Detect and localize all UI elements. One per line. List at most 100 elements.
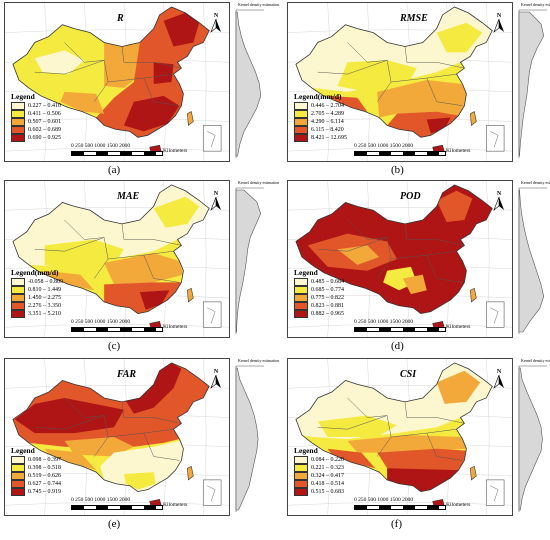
legend-swatch [294, 110, 308, 118]
taiwan-island [187, 111, 194, 127]
legend: Legend 0.485 – 0.684 0.685 – 0.774 0.775 – … [294, 269, 344, 318]
legend-label: 0.418 – 0.514 [311, 481, 344, 487]
legend-item: 0.745 – 0.919 [11, 488, 61, 496]
north-arrow-icon [493, 196, 504, 211]
panel-title: MAE [117, 191, 140, 202]
kde-plot: Kernel density estimation [515, 358, 550, 516]
china-outline [295, 362, 493, 493]
north-label: N [213, 191, 219, 197]
legend-swatch [11, 302, 25, 310]
legend-label: 0.690 – 0.925 [28, 135, 61, 141]
kde-density-area [235, 367, 259, 511]
legend-title: Legend [294, 446, 318, 455]
legend-swatch [11, 464, 25, 472]
south-china-sea-inset [202, 301, 222, 328]
legend-swatch [11, 102, 25, 110]
map-frame: FAR N Legend 0.098 – 0.397 0.398 – 0.518 0.51… [4, 358, 230, 516]
legend-item: -0.058 – 0.809 [11, 278, 63, 286]
legend-item: 0.411 – 0.506 [11, 110, 61, 118]
map-panel-d: POD N Legend 0.485 – 0.684 0.685 – 0.774 0.77… [287, 180, 550, 338]
north-arrow: N [209, 191, 223, 213]
kde-plot: Kernel density estimation [232, 180, 279, 338]
legend-swatch [11, 310, 25, 318]
kde-density-area [235, 11, 262, 157]
legend-item: 0.810 – 1.449 [11, 286, 63, 294]
legend: Legend 0.227 – 0.410 0.411 – 0.506 0.507 – … [11, 93, 61, 142]
legend-swatch [11, 472, 25, 480]
value-zone [60, 91, 105, 114]
north-arrow: N [209, 13, 223, 35]
south-china-sea-inset [485, 479, 505, 506]
north-arrow: N [209, 369, 223, 391]
province-boundaries [34, 42, 182, 106]
legend-item: 0.485 – 0.684 [294, 278, 344, 286]
value-zone [100, 440, 184, 492]
legend-swatch [294, 286, 308, 294]
south-china-sea-inset [485, 301, 505, 328]
legend-swatch [11, 286, 25, 294]
legend-item: 0.227 – 0.410 [11, 102, 61, 110]
legend-item: 0.398 – 0.518 [11, 464, 61, 472]
kde-density-area [235, 189, 262, 333]
legend-label: 0.398 – 0.518 [28, 465, 61, 471]
scale-ticks: 0 250 500 1000 1500 2000 [354, 143, 414, 149]
china-outline [12, 6, 210, 138]
legend-label: 0.602 – 0.689 [28, 127, 61, 133]
legend-label: 0.775 – 0.822 [311, 295, 344, 301]
legend-title: Legend [11, 92, 35, 101]
china-outline [12, 184, 210, 315]
value-zone [347, 435, 467, 453]
scale-bar-graphic [354, 505, 446, 510]
legend-item: 6.115 – 8.420 [294, 126, 347, 134]
kde-title: Kernel density estimation [238, 180, 280, 185]
legend-label: 3.351 – 5.210 [28, 311, 61, 317]
south-china-sea-inset [202, 125, 222, 152]
kde-curve [235, 365, 264, 512]
legend-label: 2.705 – 4.289 [311, 111, 344, 117]
north-label: N [213, 13, 219, 19]
legend-item: 0.685 – 0.774 [294, 286, 344, 294]
scale-ticks: 0 250 500 1000 1500 2000 [354, 319, 414, 325]
legend-swatch [11, 126, 25, 134]
legend-swatch [11, 294, 25, 302]
legend-label: 0.810 – 1.449 [28, 287, 61, 293]
value-zone [327, 448, 376, 469]
legend-swatch [294, 278, 308, 286]
kde-plot: Kernel density estimation [515, 180, 550, 338]
north-label: N [496, 13, 502, 19]
legend-label: 0.685 – 0.774 [311, 287, 344, 293]
legend-item: 1.450 – 2.275 [11, 294, 63, 302]
value-zone [104, 253, 184, 285]
legend-title: Legend [294, 268, 318, 277]
legend-swatch [294, 118, 308, 126]
legend-swatch [294, 456, 308, 464]
legend-swatch [294, 134, 308, 142]
kde-density-area [518, 11, 545, 157]
legend-item: 0.098 – 0.397 [11, 456, 61, 464]
value-zone [337, 60, 417, 92]
scale-ticks: 0 250 500 1000 1500 2000 [71, 143, 131, 149]
legend-item: 0.515 – 0.683 [294, 488, 344, 496]
value-zone [436, 370, 481, 404]
legend-label: 0.507 – 0.601 [28, 119, 61, 125]
legend-label: 2.276 – 3.350 [28, 303, 61, 309]
map-frame: POD N Legend 0.485 – 0.684 0.685 – 0.774 0.77… [287, 180, 513, 338]
scale-ticks: 0 250 500 1000 1500 2000 [71, 497, 131, 503]
legend-label: -0.058 – 0.809 [28, 279, 63, 285]
value-zone [123, 95, 180, 132]
china-map [5, 359, 229, 515]
panel-caption: (c) [108, 340, 121, 352]
legend-label: 0.324 – 0.417 [311, 473, 344, 479]
scale-bar-graphic [71, 505, 163, 510]
value-zone [327, 95, 368, 112]
north-arrow-icon [210, 196, 221, 211]
legend-label: 0.446 – 2.704 [311, 103, 344, 109]
legend-label: 0.227 – 0.410 [28, 103, 61, 109]
north-arrow-icon [210, 18, 221, 33]
legend-swatch [294, 472, 308, 480]
legend-label: 0.627 – 0.744 [28, 481, 61, 487]
scale-unit: Kilometers [163, 502, 188, 508]
value-zone [153, 62, 174, 84]
legend-label: 0.221 – 0.323 [311, 465, 344, 471]
kde-plot: Kernel density estimation [515, 2, 550, 162]
